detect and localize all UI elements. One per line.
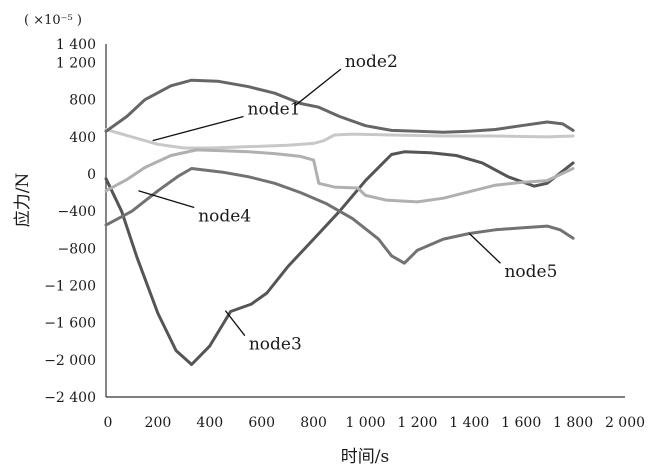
y-tick-label: −800	[58, 241, 96, 257]
y-tick-label: −2 000	[44, 353, 96, 369]
x-tick-label: 1 200	[397, 415, 437, 431]
x-tick-label: 1 800	[553, 415, 593, 431]
y-tick-labels: 1 400 1 200 800 400 0 −400 −800 −1 200 −1 600 −2 …	[44, 37, 96, 406]
x-tick-label: 1 000	[345, 415, 385, 431]
series-label-node1: node1	[248, 99, 301, 119]
x-tick-label: 0	[104, 415, 113, 431]
series-lines	[104, 78, 575, 366]
x-tick-label: 600	[248, 415, 275, 431]
y-unit-label: ( ×10⁻⁵ )	[24, 13, 82, 28]
y-tick-label: 0	[87, 167, 96, 183]
y-axis-title: 应力/N	[13, 173, 33, 228]
series-line-node2	[104, 78, 575, 134]
x-tick-label: 200	[145, 415, 172, 431]
y-tick-label: 800	[69, 93, 96, 109]
leader-line-node2	[295, 68, 342, 106]
series-line-node4	[104, 148, 575, 204]
leader-line-node1	[152, 115, 244, 142]
x-tick-label: 1 400	[449, 415, 489, 431]
x-tick-labels: 0 200 400 600 800 1 000 1 200 1 400 1 600 1 800 2 …	[104, 415, 646, 431]
x-tick-label: 2 000	[605, 415, 645, 431]
y-tick-label: −1 600	[44, 316, 96, 332]
series-line-node3	[104, 150, 575, 366]
series-label-node3: node3	[249, 335, 302, 355]
x-tick-label: 800	[300, 415, 327, 431]
series-label-node5: node5	[504, 262, 557, 282]
leader-line-node5	[468, 233, 501, 264]
series-label-node2: node2	[345, 52, 398, 72]
series-labels: node1 node2 node3 node4 node5	[138, 52, 557, 355]
y-tick-label: −400	[58, 204, 96, 220]
x-axis-title: 时间/s	[341, 447, 389, 467]
x-tick-label: 400	[196, 415, 223, 431]
y-tick-label: −2 400	[44, 390, 96, 406]
y-tick-label: 400	[69, 130, 96, 146]
series-label-node4: node4	[198, 206, 251, 226]
leader-line-node4	[138, 190, 195, 209]
x-tick-label: 1 600	[501, 415, 541, 431]
leader-line-node3	[224, 310, 246, 337]
y-tick-label: 1 400	[56, 37, 96, 53]
series-line-node5	[104, 167, 575, 265]
y-tick-label: 1 200	[56, 56, 96, 72]
series-line-node1	[104, 128, 575, 150]
y-tick-label: −1 200	[44, 279, 96, 295]
